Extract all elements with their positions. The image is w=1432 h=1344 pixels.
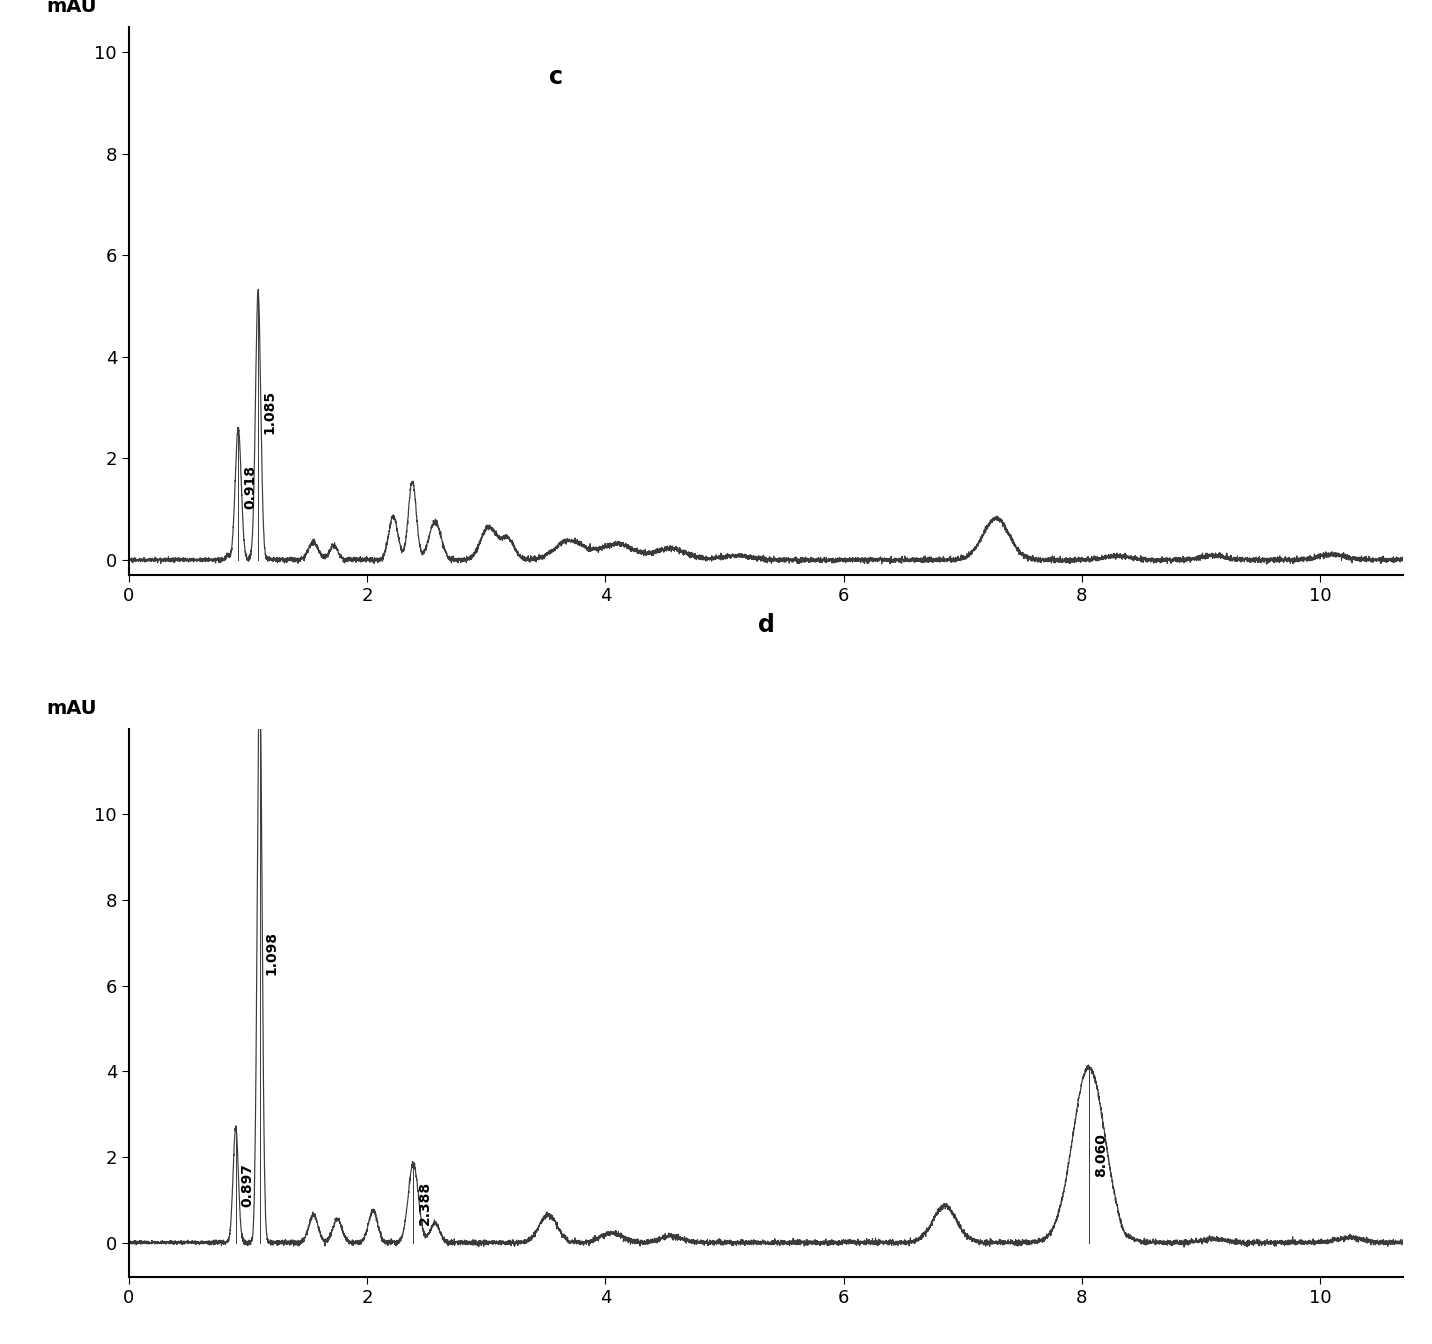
X-axis label: d: d [758, 613, 775, 637]
Text: 8.060: 8.060 [1094, 1133, 1108, 1177]
Text: 0.897: 0.897 [241, 1163, 255, 1207]
Text: 2.388: 2.388 [418, 1181, 432, 1224]
Text: mAU: mAU [46, 699, 96, 718]
Text: 1.098: 1.098 [265, 931, 278, 976]
Text: 0.918: 0.918 [243, 465, 256, 509]
Text: 1.085: 1.085 [263, 390, 276, 434]
Text: c: c [550, 66, 563, 89]
Text: mAU: mAU [46, 0, 96, 16]
